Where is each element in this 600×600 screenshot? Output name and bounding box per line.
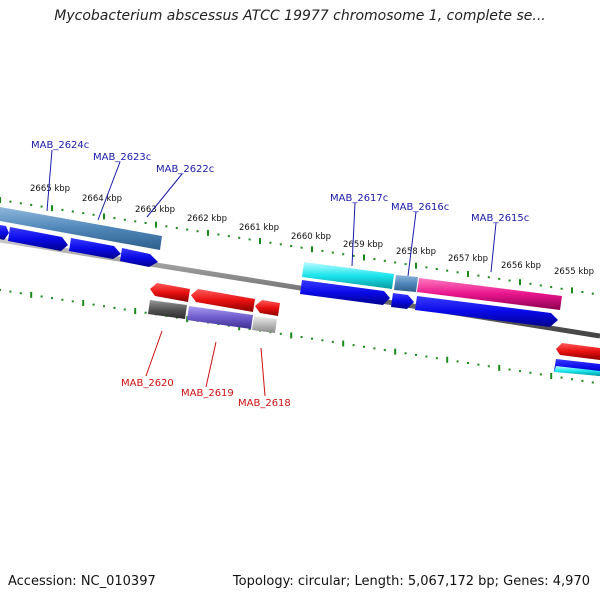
feature-band[interactable] xyxy=(252,316,277,333)
cds-arrow[interactable] xyxy=(556,343,600,360)
gene-label-mab-2624c[interactable]: MAB_2624c xyxy=(31,140,89,151)
label-leader xyxy=(205,341,217,388)
label-leader xyxy=(146,173,183,218)
kbp-label: 2664 kbp xyxy=(82,194,122,204)
label-leader xyxy=(145,330,163,377)
gene-label-mab-2616c[interactable]: MAB_2616c xyxy=(391,202,449,213)
label-leader xyxy=(490,222,497,273)
accession-label: Accession: NC_010397 xyxy=(8,574,156,589)
cds-arrow[interactable] xyxy=(69,238,121,259)
cds-arrow[interactable] xyxy=(300,280,390,305)
label-leader xyxy=(407,211,417,277)
cds-arrow[interactable] xyxy=(415,296,558,327)
label-leader xyxy=(351,202,356,267)
cds-arrow[interactable] xyxy=(391,293,414,309)
label-leader xyxy=(97,161,121,221)
kbp-label: 2659 kbp xyxy=(343,240,383,250)
cds-arrow[interactable] xyxy=(191,289,255,312)
cds-arrow[interactable] xyxy=(0,225,9,240)
feature-band[interactable] xyxy=(0,207,162,250)
kbp-label: 2657 kbp xyxy=(448,254,488,264)
gene-label-mab-2617c[interactable]: MAB_2617c xyxy=(330,193,388,204)
kbp-label: 2656 kbp xyxy=(501,261,541,271)
kbp-label: 2662 kbp xyxy=(187,214,227,224)
kbp-label: 2658 kbp xyxy=(396,247,436,257)
forward-tick-scale xyxy=(0,197,594,295)
gene-label-mab-2620[interactable]: MAB_2620 xyxy=(121,378,174,389)
feature-band[interactable] xyxy=(148,300,187,319)
feature-band[interactable] xyxy=(554,366,600,376)
kbp-label: 2665 kbp xyxy=(30,184,70,194)
cds-arrow[interactable] xyxy=(150,283,190,302)
gene-label-mab-2615c[interactable]: MAB_2615c xyxy=(471,213,529,224)
cds-arrow[interactable] xyxy=(120,248,158,267)
genome-stats: Topology: circular; Length: 5,067,172 bp… xyxy=(232,574,590,589)
gene-label-mab-2622c[interactable]: MAB_2622c xyxy=(156,164,214,175)
feature-band[interactable] xyxy=(417,278,562,310)
label-leader xyxy=(46,149,53,212)
cds-arrow[interactable] xyxy=(255,300,280,316)
gene-label-mab-2623c[interactable]: MAB_2623c xyxy=(93,152,151,163)
map-title: Mycobacterium abscessus ATCC 19977 chrom… xyxy=(54,8,546,24)
kbp-label: 2661 kbp xyxy=(239,223,279,233)
kbp-label: 2655 kbp xyxy=(554,267,594,277)
kbp-label: 2663 kbp xyxy=(135,205,175,215)
feature-band[interactable] xyxy=(187,306,253,329)
cds-arrow[interactable] xyxy=(8,227,68,251)
label-leader xyxy=(260,347,266,397)
feature-band[interactable] xyxy=(394,275,418,292)
gene-label-mab-2618[interactable]: MAB_2618 xyxy=(238,398,291,409)
reverse-tick-scale xyxy=(0,289,594,384)
kbp-label: 2660 kbp xyxy=(291,232,331,242)
feature-band[interactable] xyxy=(302,262,394,289)
gene-label-mab-2619[interactable]: MAB_2619 xyxy=(181,388,234,399)
